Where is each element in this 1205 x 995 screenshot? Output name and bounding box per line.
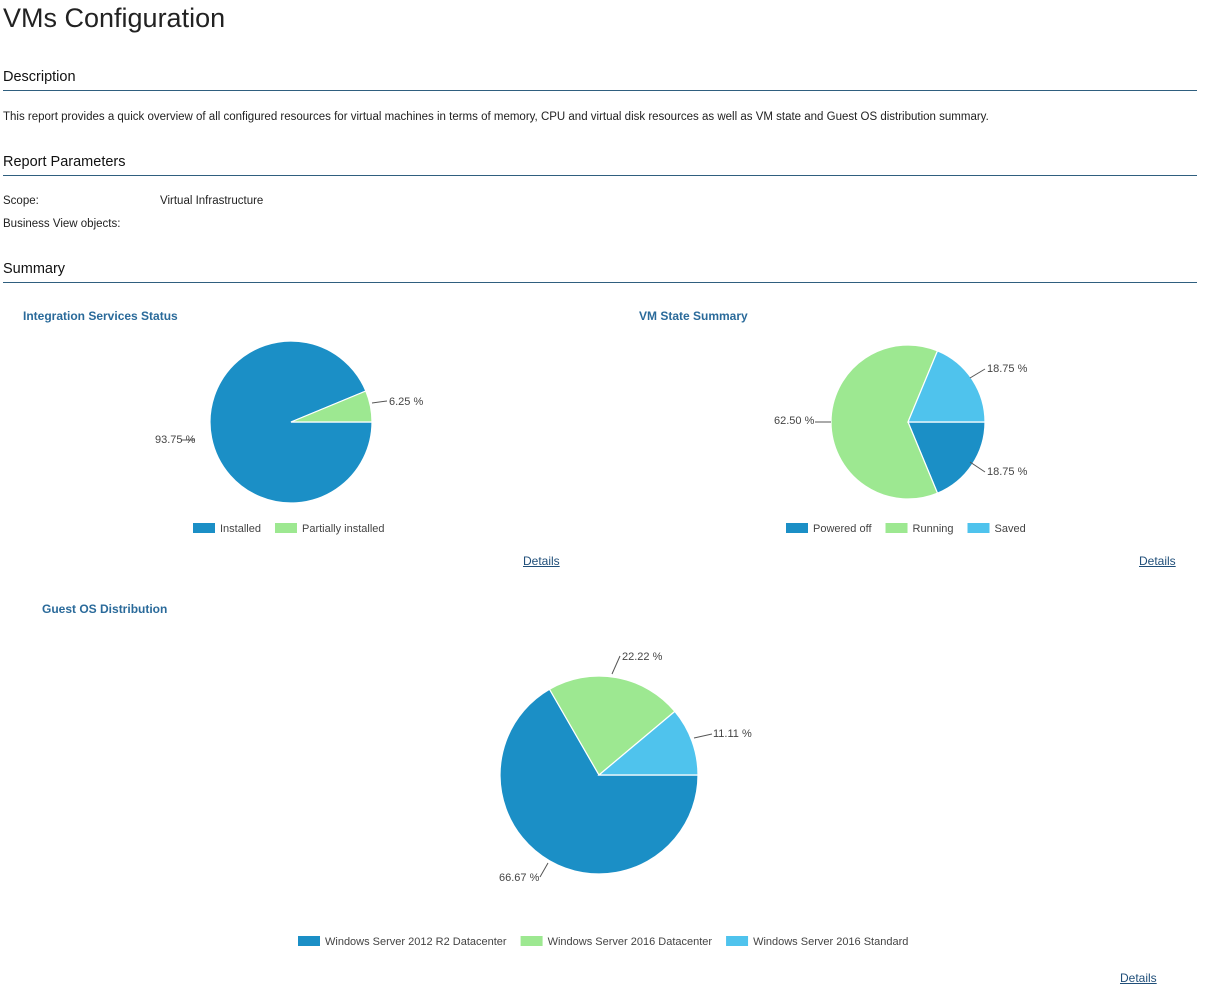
- pie-slice-saved: [907, 350, 986, 423]
- legend-label-running: Running: [913, 523, 954, 535]
- report-parameters-heading: Report Parameters: [3, 153, 1197, 176]
- leader-line-saved: [969, 368, 986, 379]
- legend-swatch-saved: [967, 523, 990, 533]
- data-label-windows-server-2016-standard: 11.11 %: [713, 728, 752, 740]
- scope-label: Scope:: [3, 195, 39, 207]
- description-text: This report provides a quick overview of…: [3, 111, 989, 123]
- integration-services-details-link[interactable]: Details: [523, 554, 560, 568]
- legend-swatch-partially-installed: [274, 523, 297, 533]
- integration-services-chart-title: Integration Services Status: [23, 309, 178, 323]
- chart-legend: Installed Partially installed: [193, 523, 385, 535]
- pie-slice-windows-server-2012-r2-datacenter: [499, 688, 699, 875]
- legend-swatch-windows-server-2016-standard: [726, 936, 749, 946]
- summary-heading: Summary: [3, 260, 1197, 283]
- pie-slice-powered-off: [907, 421, 986, 494]
- scope-value: Virtual Infrastructure: [160, 195, 264, 207]
- page-title: VMs Configuration: [3, 3, 226, 33]
- pie-slice-partially-installed: [290, 390, 373, 423]
- pie-slice-windows-server-2016-datacenter: [548, 675, 676, 776]
- pie-slice-running: [830, 344, 939, 500]
- legend-swatch-windows-server-2016-datacenter: [520, 936, 543, 946]
- data-label-saved: 18.75 %: [987, 363, 1028, 375]
- legend-label-powered-off: Powered off: [813, 523, 872, 535]
- description-heading: Description: [3, 68, 1197, 91]
- guest-os-details-link[interactable]: Details: [1120, 971, 1157, 985]
- legend-label-windows-server-2012-r2-datacenter: Windows Server 2012 R2 Datacenter: [325, 936, 507, 948]
- legend-swatch-powered-off: [786, 523, 808, 533]
- vm-state-chart-title: VM State Summary: [639, 309, 748, 323]
- data-label-windows-server-2016-datacenter: 22.22 %: [622, 651, 663, 663]
- business-view-label: Business View objects:: [3, 218, 121, 230]
- leader-line-windows-server-2016-datacenter: [611, 655, 621, 675]
- chart-legend: Powered off Running Saved: [786, 523, 1026, 535]
- legend-label-saved: Saved: [995, 523, 1026, 535]
- data-label-installed: 93.75 %: [155, 434, 196, 446]
- guest-os-chart-title: Guest OS Distribution: [42, 602, 168, 616]
- data-label-running: 62.50 %: [774, 415, 815, 427]
- data-label-windows-server-2012-r2-datacenter: 66.67 %: [499, 872, 540, 884]
- legend-swatch-running: [885, 523, 908, 533]
- data-label-partially-installed: 6.25 %: [389, 396, 423, 408]
- legend-label-partially-installed: Partially installed: [302, 523, 385, 535]
- data-label-powered-off: 18.75 %: [987, 466, 1028, 478]
- leader-line-windows-server-2012-r2-datacenter: [539, 862, 549, 878]
- vm-state-details-link[interactable]: Details: [1139, 554, 1176, 568]
- leader-line-powered-off: [969, 461, 986, 473]
- legend-label-windows-server-2016-datacenter: Windows Server 2016 Datacenter: [548, 936, 713, 948]
- leader-line-partially-installed: [371, 400, 388, 404]
- legend-label-windows-server-2016-standard: Windows Server 2016 Standard: [753, 936, 908, 948]
- pie-slice-windows-server-2016-standard: [597, 710, 699, 776]
- chart-legend: Windows Server 2012 R2 Datacenter Windows…: [298, 936, 908, 948]
- legend-swatch-installed: [193, 523, 215, 533]
- leader-line-windows-server-2016-standard: [693, 733, 713, 739]
- legend-swatch-windows-server-2012-r2-datacenter: [298, 936, 320, 946]
- legend-label-installed: Installed: [220, 523, 261, 535]
